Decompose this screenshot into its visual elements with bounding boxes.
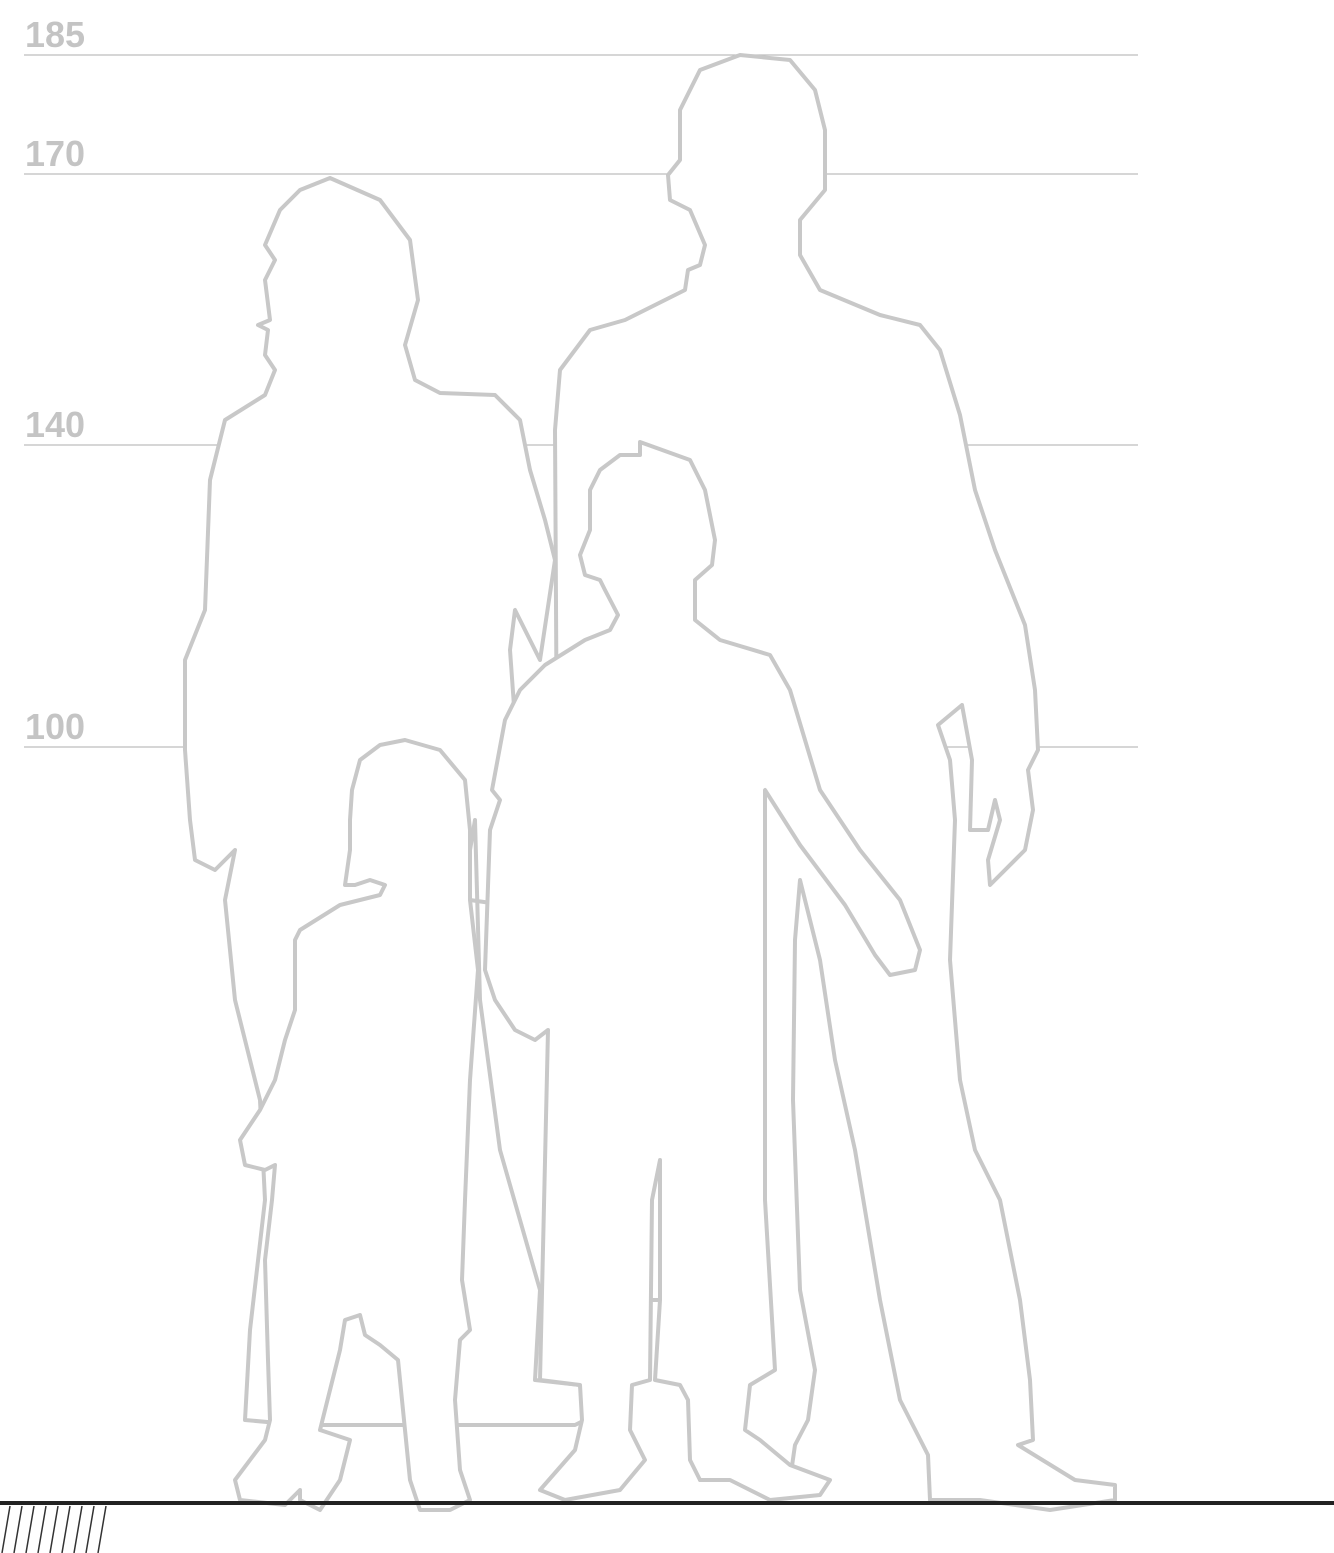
height-label: 100 <box>25 706 85 747</box>
figures <box>185 55 1115 1510</box>
ground <box>0 1503 1334 1553</box>
height-chart-illustration: 185 170 140 100 <box>0 0 1334 1553</box>
page: 185170140100 (() => { const data = JSON.… <box>0 0 1334 1553</box>
height-label: 170 <box>25 133 85 174</box>
height-label: 185 <box>25 14 85 55</box>
height-label: 140 <box>25 404 85 445</box>
ground-hatch <box>2 1506 106 1553</box>
